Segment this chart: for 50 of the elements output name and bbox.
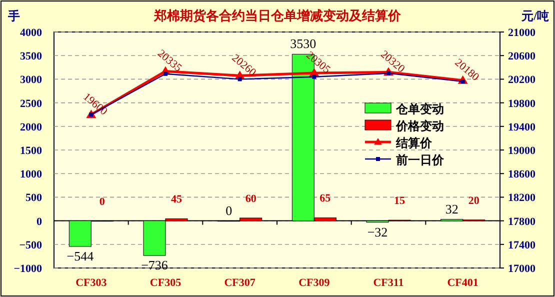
legend-label: 价格变动 [395,119,444,133]
y2-tick-label: 17000 [508,263,536,275]
y-tick-label: 3500 [20,50,42,63]
y-tick-label: −500 [19,239,42,252]
y2-tick-label: 19800 [508,98,536,110]
data-label: −736 [141,258,168,273]
point [164,72,168,76]
y-tick-label: 0 [36,216,42,228]
y2-tick-label: 18200 [508,192,536,204]
y-tick-label: 2000 [20,121,42,134]
data-label: 60 [245,192,257,205]
y2-tick-label: 20200 [508,74,536,86]
point [312,74,316,79]
data-label: 15 [394,195,406,208]
legend-label: 仓单变动 [395,102,444,116]
data-label: −32 [367,224,388,240]
y2-tick-label: 19000 [508,145,536,157]
x-tick-label: CF309 [298,277,330,289]
x-tick-label: CF303 [76,277,108,289]
y2-axis-title: 元/吨 [520,9,549,23]
x-tick-label: CF305 [150,277,182,289]
x-tick-label: CF311 [373,277,404,289]
y2-tick-label: 19400 [508,121,536,134]
y-tick-label: 1000 [20,168,42,181]
y2-tick-label: 20600 [508,50,536,63]
y-tick-label: −1000 [14,263,42,275]
data-label: 0 [226,202,232,218]
y2-tick-label: 17800 [508,216,536,228]
data-label: 3530 [290,36,316,52]
y-tick-label: 3000 [20,74,42,86]
data-label: 45 [171,194,182,206]
point [238,77,242,82]
y-axis-title: 手 [7,9,20,23]
y2-tick-label: 18600 [508,168,536,181]
data-label: 65 [320,192,332,205]
data-label: 32 [445,201,458,216]
legend-label: 前一日价 [395,153,445,167]
x-tick-label: CF307 [224,277,256,289]
y-tick-label: 4000 [20,27,42,39]
legend-label: 结算价 [395,136,433,150]
data-label: 20 [468,194,480,207]
y-tick-label: 500 [26,192,42,204]
y-tick-label: 1500 [20,145,42,157]
y2-tick-label: 17400 [508,239,536,252]
x-tick-label: CF401 [447,277,478,289]
chart-title: 郑棉期货各合约当日仓单增减变动及结算价 [153,8,402,23]
y-tick-label: 2500 [20,98,42,110]
data-label: 0 [99,196,106,208]
data-label: −544 [66,248,94,264]
y2-tick-label: 21000 [508,27,536,39]
